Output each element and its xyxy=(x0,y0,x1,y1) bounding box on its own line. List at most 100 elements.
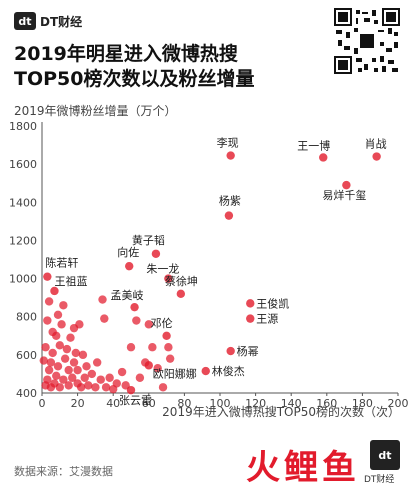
labeled-data-point xyxy=(144,361,153,370)
labeled-data-point xyxy=(125,261,134,271)
labeled-data-point xyxy=(176,289,186,299)
x-tick-label: 180 xyxy=(352,397,373,410)
labeled-data-point xyxy=(246,299,255,308)
data-point xyxy=(92,358,102,367)
data-point xyxy=(73,365,82,375)
page-title: 2019年明星进入微博热搜 TOP50榜次数以及粉丝增量 xyxy=(14,42,254,92)
labeled-data-point xyxy=(151,249,161,258)
title-line-2: TOP50榜次数以及粉丝增量 xyxy=(14,68,255,90)
data-point xyxy=(69,358,79,367)
data-point xyxy=(64,381,73,390)
data-point xyxy=(60,354,70,363)
data-point xyxy=(43,375,52,384)
data-point xyxy=(78,350,88,360)
data-point xyxy=(100,314,109,323)
x-tick-label: 20 xyxy=(71,397,85,410)
y-tick-label: 1800 xyxy=(9,120,37,133)
data-point xyxy=(48,327,57,337)
labeled-data-point xyxy=(224,211,234,220)
point-label: 王源 xyxy=(256,312,278,326)
x-tick-label: 80 xyxy=(177,397,191,410)
labeled-data-point xyxy=(162,331,171,340)
labeled-data-point xyxy=(246,314,255,323)
labeled-data-point xyxy=(226,151,235,160)
x-tick-label: 0 xyxy=(39,397,46,410)
x-tick-label: 200 xyxy=(388,397,409,410)
point-label: 杨幂 xyxy=(237,344,259,358)
data-point xyxy=(44,365,54,375)
data-point xyxy=(62,344,72,354)
labeled-data-point xyxy=(50,286,59,296)
y-tick-label: 600 xyxy=(16,349,37,362)
data-point xyxy=(46,358,56,367)
data-point xyxy=(117,367,127,377)
x-axis-label: 2019年进入微博热搜TOP50榜的次数（次） xyxy=(162,405,400,419)
data-point xyxy=(158,383,168,392)
data-point xyxy=(44,297,54,306)
data-point xyxy=(132,316,141,325)
data-point xyxy=(55,383,64,392)
x-tick-label: 40 xyxy=(106,397,120,410)
data-point xyxy=(64,365,73,375)
y-tick-label: 1600 xyxy=(9,158,37,171)
data-point xyxy=(101,383,111,392)
point-label: 李现 xyxy=(217,136,239,150)
data-point xyxy=(68,373,77,382)
y-tick-label: 400 xyxy=(16,387,37,400)
point-label: 王祖蓝 xyxy=(54,274,87,288)
point-label: 朱一龙 xyxy=(146,263,179,276)
point-label: 孟美岐 xyxy=(111,289,144,302)
point-label: 王俊凯 xyxy=(256,296,289,310)
y-tick-label: 1200 xyxy=(9,234,37,247)
data-point xyxy=(148,343,157,352)
data-point xyxy=(66,333,75,342)
data-point xyxy=(71,348,81,358)
point-label: 向佐 xyxy=(117,245,139,259)
x-tick-label: 100 xyxy=(210,397,231,410)
data-point xyxy=(164,343,173,352)
labeled-data-point xyxy=(342,180,351,190)
data-point xyxy=(55,341,64,350)
data-point xyxy=(82,362,91,371)
point-label: 张云雷 xyxy=(119,394,152,407)
data-point xyxy=(91,383,100,392)
data-point xyxy=(76,383,86,392)
labeled-data-point xyxy=(226,346,235,356)
x-tick-label: 140 xyxy=(281,397,302,410)
data-point xyxy=(98,295,107,304)
data-point xyxy=(41,343,50,352)
dt-badge-label: DT财经 xyxy=(364,475,395,485)
data-point xyxy=(87,369,97,379)
labeled-data-point xyxy=(130,302,139,312)
brand-watermark: 火鲤鱼 xyxy=(246,448,360,488)
data-point xyxy=(126,343,136,352)
point-label: 杨紫 xyxy=(219,194,241,208)
data-point xyxy=(53,362,63,371)
point-label: 黄子韬 xyxy=(132,233,165,247)
data-point xyxy=(39,356,48,365)
data-point xyxy=(112,379,121,388)
data-point xyxy=(69,323,79,333)
dt-logo: dt DT财经 xyxy=(14,11,118,31)
labeled-data-point xyxy=(126,385,136,395)
x-tick-label: 60 xyxy=(142,397,156,410)
data-point xyxy=(105,373,114,382)
y-axis-label: 2019年微博粉丝增量（万个） xyxy=(14,104,177,118)
scatter-chart: 400 600 800 1000 1200 1400 1600 1800 0 20 40 60 80 10… xyxy=(9,120,409,410)
data-point xyxy=(43,316,52,325)
dt-logo-mark: dt xyxy=(14,12,36,30)
y-tick-label: 1000 xyxy=(9,273,37,286)
dt-badge-icon: dt xyxy=(370,440,400,470)
y-tick-label: 800 xyxy=(16,311,37,324)
point-label: 林俊杰 xyxy=(212,364,245,378)
point-label: 易烊千玺 xyxy=(322,188,366,202)
point-label: 蔡徐坤 xyxy=(165,274,198,288)
data-point xyxy=(59,301,68,310)
data-point xyxy=(52,371,61,381)
data-point xyxy=(135,373,145,382)
x-tick-label: 120 xyxy=(245,397,266,410)
data-point xyxy=(59,375,68,384)
x-tick-label: 160 xyxy=(316,397,337,410)
point-label: 王一博 xyxy=(297,139,330,152)
point-label: 陈若轩 xyxy=(45,256,78,270)
